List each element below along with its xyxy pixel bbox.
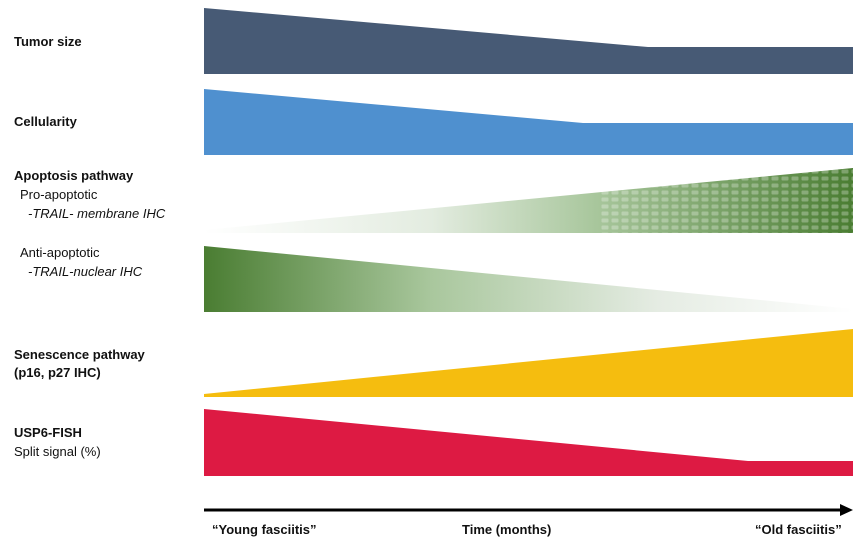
senescence-wedge <box>204 329 853 397</box>
old-fasciitis-label: “Old fasciitis” <box>755 522 842 537</box>
apoptosis-pathway-label: Apoptosis pathway <box>14 168 134 183</box>
split-signal-label: Split signal (%) <box>14 444 101 459</box>
anti-apoptotic-wedge <box>204 246 853 312</box>
young-fasciitis-label: “Young fasciitis” <box>212 522 317 537</box>
tumor-size-band <box>204 8 853 74</box>
senescence-markers-label: (p16, p27 IHC) <box>14 365 101 380</box>
usp6-fish-label: USP6-FISH <box>14 425 82 440</box>
anti-apoptotic-marker: -TRAIL-nuclear IHC <box>28 264 143 279</box>
time-axis-arrowhead <box>840 504 853 516</box>
pro-apoptotic-label: Pro-apoptotic <box>20 187 98 202</box>
usp6-fish-band <box>204 409 853 476</box>
anti-apoptotic-label: Anti-apoptotic <box>20 245 100 260</box>
senescence-pathway-label: Senescence pathway <box>14 347 145 362</box>
cellularity-band <box>204 89 853 155</box>
tumor-size-label: Tumor size <box>14 34 82 49</box>
pro-apoptotic-texture <box>600 168 853 233</box>
pro-apoptotic-marker: -TRAIL- membrane IHC <box>28 206 166 221</box>
cellularity-label: Cellularity <box>14 114 77 129</box>
time-axis-label: Time (months) <box>462 522 552 537</box>
